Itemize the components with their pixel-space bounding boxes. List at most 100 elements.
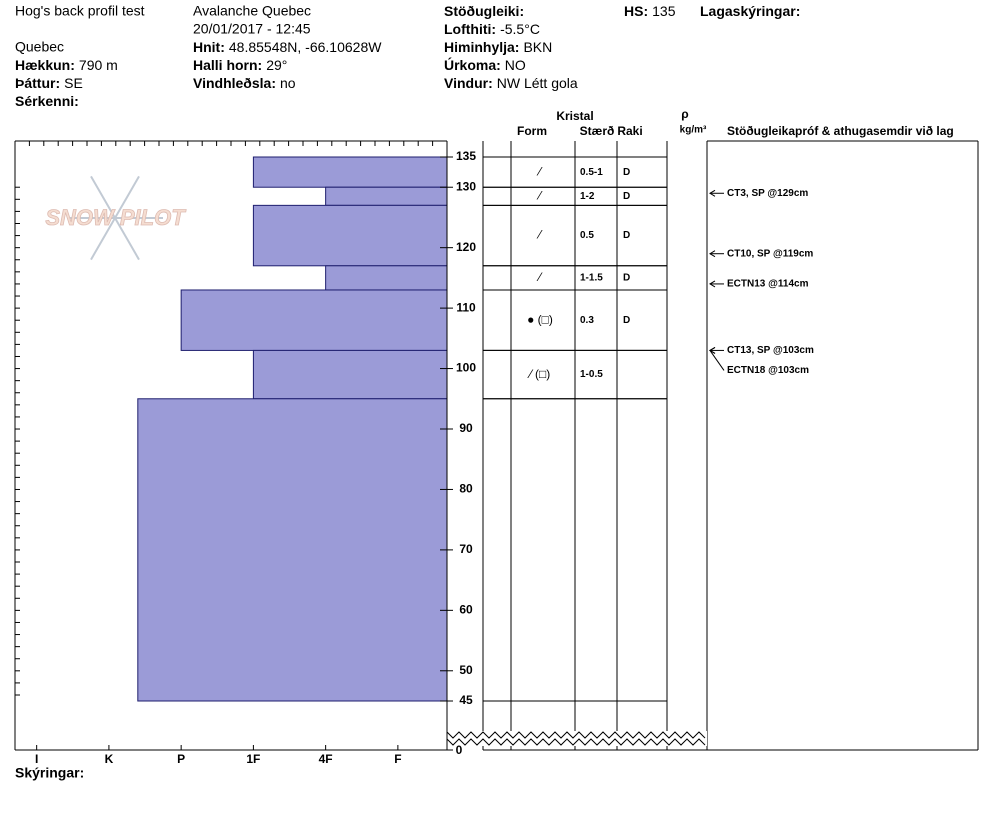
layer-bar <box>252 156 448 188</box>
y-tick-label: 80 <box>459 482 473 496</box>
field-label: Stöðugleiki: <box>444 3 524 19</box>
logo-flake <box>114 175 140 219</box>
layer-moisture: D <box>623 230 630 241</box>
layer-bar <box>252 204 448 267</box>
col-header: Stöðugleikapróf & athugasemdir við lag <box>727 124 954 138</box>
y-tick-label: 90 <box>459 421 473 435</box>
axis-break <box>446 738 706 746</box>
field-label: Úrkoma: <box>444 56 501 73</box>
layer-size: 0.5 <box>580 230 594 241</box>
layer-bar <box>325 186 448 206</box>
field-label: Lofthiti: <box>444 21 496 37</box>
layer-bar <box>252 349 448 400</box>
field-label: HS: <box>624 3 648 19</box>
layer-form: ⁄ <box>536 164 543 178</box>
field: HS: 135 <box>624 3 676 19</box>
x-tick-label: I <box>35 752 38 766</box>
location: Quebec <box>15 39 64 55</box>
logo-flake <box>90 175 116 219</box>
y-tick-label: 135 <box>456 149 476 163</box>
field: Vindhleðsla: no <box>193 75 296 91</box>
layer-size: 1-1.5 <box>580 273 603 284</box>
col-header: kg/m³ <box>680 125 707 136</box>
y-tick-label: 60 <box>459 603 473 617</box>
col-header: Kristal <box>556 109 593 123</box>
y-tick-label: 45 <box>459 693 473 707</box>
field-value: SE <box>64 75 83 91</box>
field-value: BKN <box>523 39 552 55</box>
y-tick-label: 120 <box>456 240 476 254</box>
y-tick-label: 50 <box>459 663 473 677</box>
field: Úrkoma: NO <box>444 56 526 73</box>
field: Vindur: NW Létt gola <box>444 75 578 91</box>
col-header: Raki <box>617 124 642 138</box>
y-tick-label: 70 <box>459 542 473 556</box>
y-tick-label: 130 <box>456 179 476 193</box>
field-label: Sérkenni: <box>15 93 79 109</box>
x-tick-label: K <box>105 752 114 766</box>
observer: Avalanche Quebec <box>193 3 311 19</box>
axis-break <box>446 731 706 739</box>
layer-moisture: D <box>623 191 630 202</box>
test-label: CT13, SP @103cm <box>727 345 814 356</box>
y-tick-label: 110 <box>456 300 476 314</box>
field-label: Vindur: <box>444 75 493 91</box>
layer-moisture: D <box>623 273 630 284</box>
test-label: CT10, SP @119cm <box>727 248 813 259</box>
layer-form: ⁄ <box>536 228 543 242</box>
field-label: Lagaskýringar: <box>700 3 800 19</box>
layer-form: ⁄ <box>536 270 543 284</box>
field-value: 790 m <box>79 57 118 73</box>
logo: SNOW PILOT <box>45 175 187 261</box>
col-header: Stærð <box>580 124 615 138</box>
field-label: Halli horn: <box>193 57 262 73</box>
layer-form: ⁄ <box>536 188 543 202</box>
field: Himinhylja: BKN <box>444 39 552 55</box>
field-label: Hnit: <box>193 39 225 55</box>
col-header: ρ <box>681 107 688 121</box>
x-tick-label: 1F <box>246 752 260 766</box>
test-arrowhead <box>709 250 716 258</box>
field-label: Himinhylja: <box>444 39 519 55</box>
layer-bar <box>325 265 448 291</box>
field: Hækkun: 790 m <box>15 57 118 73</box>
x-tick-label: F <box>394 752 401 766</box>
layer-size: 0.3 <box>580 315 594 326</box>
field-value: NW Létt gola <box>497 75 578 91</box>
datetime: 20/01/2017 - 12:45 <box>193 21 311 37</box>
layer-size: 1-2 <box>580 191 595 202</box>
field-value: NO <box>505 57 526 73</box>
title: Hog's back profil test <box>15 3 145 19</box>
layer-size: 0.5-1 <box>580 167 603 178</box>
layer-moisture: D <box>623 315 630 326</box>
logo-flake <box>114 217 140 261</box>
test-label: ECTN18 @103cm <box>727 365 809 376</box>
field: Stöðugleiki: <box>444 3 524 19</box>
footer: Skýringar: <box>15 765 84 781</box>
layer-form: ● (□) <box>527 312 553 326</box>
field: Lagaskýringar: <box>700 3 800 19</box>
test-arrowhead <box>709 189 716 197</box>
field-value: 48.85548N, -66.10628W <box>229 39 382 55</box>
test-arrowhead <box>709 346 716 354</box>
field-value: no <box>280 75 296 91</box>
x-tick-label: 4F <box>319 752 333 766</box>
field-label: Vindhleðsla: <box>193 75 276 91</box>
field: Þáttur: SE <box>15 75 83 91</box>
field-value: -5.5°C <box>500 21 540 37</box>
layer-bar <box>180 289 448 351</box>
field: Lofthiti: -5.5°C <box>444 21 540 37</box>
field-value: 135 <box>652 3 676 19</box>
y-tick-label: 100 <box>456 361 476 375</box>
layer-form: ⁄ (□) <box>527 367 551 381</box>
test-arrowhead <box>709 280 716 288</box>
layer-moisture: D <box>623 167 630 178</box>
layer-bar <box>137 398 448 702</box>
test-label: CT3, SP @129cm <box>727 188 808 199</box>
x-tick-label: P <box>177 752 185 766</box>
test-label: ECTN13 @114cm <box>727 279 809 290</box>
test-arrow <box>709 350 725 371</box>
field: Hnit: 48.85548N, -66.10628W <box>193 39 382 55</box>
field: Halli horn: 29° <box>193 57 287 73</box>
